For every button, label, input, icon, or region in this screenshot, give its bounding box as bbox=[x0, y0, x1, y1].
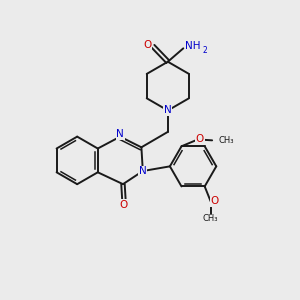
Text: N: N bbox=[116, 129, 124, 139]
Text: O: O bbox=[210, 196, 219, 206]
Text: O: O bbox=[196, 134, 204, 144]
Text: N: N bbox=[139, 166, 147, 176]
Text: CH₃: CH₃ bbox=[219, 136, 234, 145]
Text: CH₃: CH₃ bbox=[203, 214, 218, 223]
Text: N: N bbox=[164, 106, 172, 116]
Text: O: O bbox=[120, 200, 128, 210]
Text: O: O bbox=[143, 40, 152, 50]
Text: 2: 2 bbox=[202, 46, 207, 55]
Text: NH: NH bbox=[185, 41, 201, 51]
